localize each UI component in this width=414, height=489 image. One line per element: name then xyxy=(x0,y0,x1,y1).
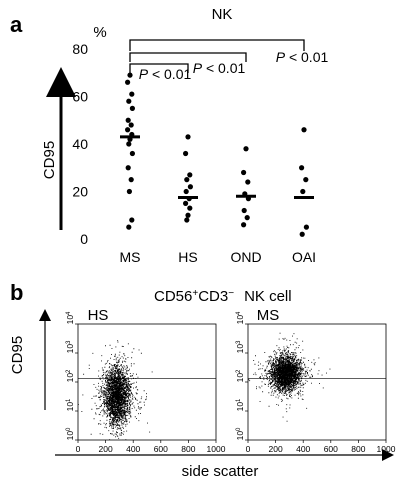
data-point xyxy=(241,169,247,176)
x-tick-label: OND xyxy=(230,249,261,265)
x-tick-label: 600 xyxy=(154,444,168,454)
data-point xyxy=(241,222,247,228)
chart-b-title: CD56+CD3− NK cell xyxy=(154,288,292,305)
y-tick-label: 20 xyxy=(72,184,88,200)
data-point xyxy=(184,217,190,223)
x-tick-label: HS xyxy=(178,249,197,265)
y-tick-label: 100 xyxy=(235,427,245,440)
y-tick-label: 101 xyxy=(65,398,75,411)
y-axis-label-a: CD95 xyxy=(41,141,58,179)
y-tick-label: 60 xyxy=(72,89,88,105)
data-point xyxy=(125,79,131,85)
data-point xyxy=(243,146,249,152)
y-tick-label: 104 xyxy=(65,311,75,324)
panel-label-a: a xyxy=(10,12,23,37)
y-tick-label: 103 xyxy=(65,340,75,353)
x-tick-label: 0 xyxy=(76,444,81,454)
x-tick-label: 400 xyxy=(296,444,310,454)
y-tick-label: 104 xyxy=(235,311,245,324)
x-tick-label: 600 xyxy=(324,444,338,454)
event-dots xyxy=(248,332,331,422)
data-point xyxy=(129,217,135,223)
data-point xyxy=(303,224,309,230)
significance-label: P < 0.01 xyxy=(276,49,329,65)
y-tick-label: 100 xyxy=(65,427,75,440)
significance-bracket xyxy=(129,63,189,73)
data-point xyxy=(300,188,306,195)
plot-frame xyxy=(77,323,217,441)
significance-label: P < 0.01 xyxy=(193,60,246,76)
x-tick-label: 0 xyxy=(246,444,251,454)
x-axis-label-b: side scatter xyxy=(182,463,259,480)
x-tick-label: OAI xyxy=(292,249,316,265)
data-point xyxy=(183,188,189,195)
y-tick-label: 101 xyxy=(235,398,245,411)
data-point xyxy=(125,117,131,123)
panel-label-b: b xyxy=(10,280,23,305)
x-tick-label: 1000 xyxy=(207,444,226,454)
significance-bracket xyxy=(129,52,247,62)
event-dots xyxy=(78,340,153,440)
data-point xyxy=(126,224,132,230)
subplot-title: MS xyxy=(257,307,280,324)
data-point xyxy=(127,72,133,78)
significance-label: P < 0.01 xyxy=(139,66,192,82)
data-point xyxy=(126,141,132,147)
y-axis-label-b: CD95 xyxy=(9,336,26,374)
data-point xyxy=(125,165,131,171)
data-point xyxy=(301,127,307,133)
chart-b-plots: HS 100 101 102 103 104 0 200 400 600 800 1000 MS 100 1… xyxy=(65,307,396,454)
data-point xyxy=(245,179,251,185)
y-unit-label: % xyxy=(93,24,106,41)
y-tick-label: 102 xyxy=(65,369,75,382)
y-tick-label: 103 xyxy=(235,340,245,353)
data-point xyxy=(128,122,134,128)
subplot-title: HS xyxy=(88,307,109,324)
data-point xyxy=(125,127,131,133)
significance-bracket xyxy=(129,39,305,51)
x-tick-label: 200 xyxy=(99,444,113,454)
data-point xyxy=(129,105,135,111)
x-tick-label: 400 xyxy=(126,444,140,454)
x-tick-label: 800 xyxy=(351,444,365,454)
data-point xyxy=(185,134,191,140)
data-point xyxy=(244,215,250,221)
data-point xyxy=(187,172,193,178)
data-point xyxy=(126,98,132,104)
chart-a-title: NK xyxy=(212,6,233,23)
data-point xyxy=(187,205,193,211)
data-point xyxy=(184,177,190,183)
data-point xyxy=(129,150,135,157)
data-point xyxy=(299,165,305,171)
x-tick-label: 200 xyxy=(269,444,283,454)
data-point xyxy=(187,184,193,190)
x-tick-label: 800 xyxy=(181,444,195,454)
data-point xyxy=(241,207,247,214)
data-point xyxy=(128,177,134,183)
data-point xyxy=(183,150,189,157)
data-point xyxy=(129,91,135,97)
data-point xyxy=(299,231,305,237)
x-tick-label: MS xyxy=(120,249,141,265)
y-tick-label: 80 xyxy=(72,41,88,57)
data-point xyxy=(183,200,189,206)
y-tick-label: 0 xyxy=(80,231,88,247)
y-tick-label: 102 xyxy=(235,369,245,382)
data-point xyxy=(126,188,132,195)
x-tick-label: 1000 xyxy=(377,444,396,454)
data-point xyxy=(303,177,309,183)
data-point xyxy=(185,212,191,218)
y-tick-label: 40 xyxy=(72,136,88,152)
